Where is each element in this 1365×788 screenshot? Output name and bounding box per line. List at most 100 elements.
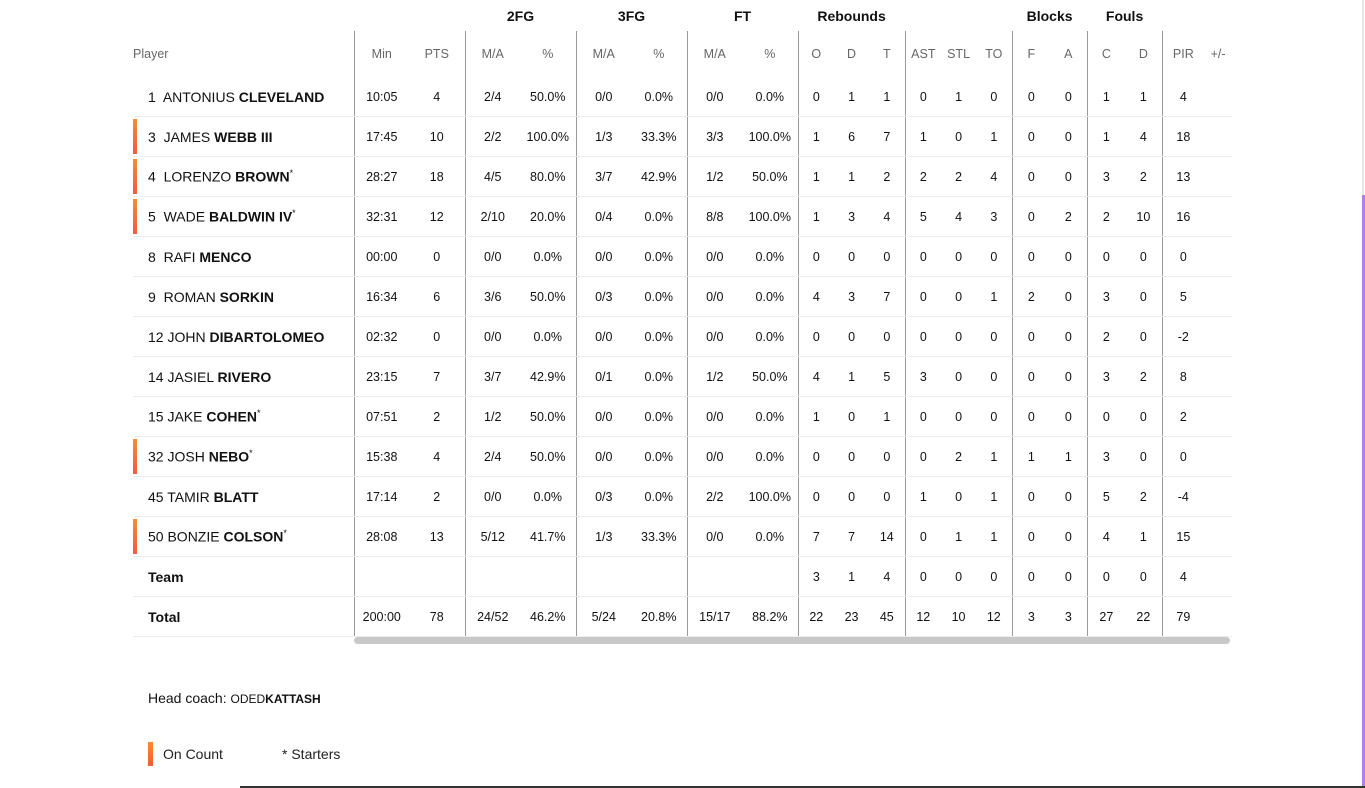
column-header[interactable]: T (882, 47, 891, 61)
stat-cell (1204, 316, 1233, 357)
player-number: 9 (148, 288, 156, 305)
stat-cell: 3 (1086, 436, 1126, 477)
table-row: 12 JOHN DIBARTOLOMEO 02:32 0 0/0 0.0% 0/0 0.0%… (133, 316, 1233, 357)
stat-cell: 1/3 (575, 516, 632, 557)
stat-cell: 1 (976, 276, 1013, 317)
player-cell[interactable]: 12 JOHN DIBARTOLOMEO (133, 316, 354, 357)
player-first-name: BONZIE (167, 528, 220, 545)
column-header[interactable]: M/A (686, 31, 743, 77)
player-cell[interactable]: 3 JAMES WEBB III (133, 116, 354, 157)
group-rebounds: Rebounds (817, 7, 886, 24)
player-last-name: BLATT (213, 488, 259, 505)
column-header[interactable]: M/A (464, 31, 520, 77)
stat-cell: 15 (1161, 516, 1205, 557)
player-number: 4 (148, 168, 156, 185)
player-cell[interactable]: 32 JOSH NEBO* (133, 436, 354, 477)
player-cell[interactable]: 45 TAMIR BLATT (133, 476, 354, 517)
stat-cell: 3 (904, 356, 942, 397)
stat-cell: 10 (941, 596, 977, 637)
stat-cell: 0 (976, 356, 1013, 397)
column-header[interactable]: C (1086, 31, 1126, 77)
stat-cell: 7 (869, 276, 906, 317)
total-label-text: Total (148, 608, 181, 625)
stat-cell: 0.0% (742, 516, 799, 557)
stat-cell: 0 (1050, 116, 1088, 157)
stat-cell: 4 (869, 556, 906, 597)
stat-cell: 7 (409, 356, 465, 397)
stat-cell: 50.0% (742, 156, 799, 197)
stat-cell: 0/0 (575, 396, 632, 437)
player-last-name: MENCO (199, 248, 252, 265)
stat-cell: 18 (1161, 116, 1205, 157)
column-header[interactable]: O (797, 31, 835, 77)
stat-cell: 42.9% (631, 156, 688, 197)
column-header[interactable]: PIR (1161, 31, 1205, 77)
column-header[interactable]: AST (904, 31, 942, 77)
stat-cell: 3 (834, 196, 870, 237)
team-label-text: Team (148, 568, 184, 585)
column-header[interactable]: PTS (424, 47, 449, 61)
table-row: 45 TAMIR BLATT 17:14 2 0/0 0.0% 0/3 0.0% 2/2 100… (133, 476, 1233, 517)
player-cell[interactable]: 14 JASIEL RIVERO (133, 356, 354, 397)
stat-cell: 0 (1011, 476, 1051, 517)
stat-cell: 0 (941, 236, 977, 277)
on-court-marker (133, 199, 137, 234)
player-cell[interactable]: 8 RAFI MENCO (133, 236, 354, 277)
column-header[interactable]: A (1064, 47, 1073, 61)
on-court-marker (133, 519, 137, 554)
stat-cell: 0 (869, 236, 906, 277)
stat-cell: 0 (1050, 476, 1088, 517)
column-header[interactable]: Player (133, 47, 169, 61)
stat-cell (1204, 356, 1233, 397)
column-header[interactable]: TO (985, 47, 1003, 61)
stat-cell: 0/0 (464, 316, 520, 357)
column-header[interactable]: F (1011, 31, 1051, 77)
horizontal-scrollbar[interactable] (354, 637, 1230, 644)
stat-cell: 2/4 (464, 77, 520, 117)
stat-cell: 0/1 (575, 356, 632, 397)
stat-cell: 1 (976, 436, 1013, 477)
total-row: Total 200:00 78 24/52 46.2% 5/24 20.8% 15/17 88.… (133, 596, 1233, 637)
player-cell[interactable]: 9 ROMAN SORKIN (133, 276, 354, 317)
stat-cell: 0.0% (742, 236, 799, 277)
column-header[interactable]: +/- (1210, 47, 1226, 61)
stat-cell: 10 (409, 116, 465, 157)
stat-cell: 0 (941, 396, 977, 437)
stat-cell: 0.0% (520, 476, 577, 517)
stat-cell: 0 (869, 316, 906, 357)
stat-cell: 0 (1050, 156, 1088, 197)
column-header[interactable]: Min (353, 31, 409, 77)
head-coach-first: ODED (230, 692, 266, 706)
stat-cell: 0/0 (575, 236, 632, 277)
stat-cell: 41.7% (520, 516, 577, 557)
stat-cell: 24/52 (464, 596, 520, 637)
column-header[interactable]: % (653, 47, 665, 61)
stat-cell: 2 (869, 156, 906, 197)
head-coach-last: KATTASH (265, 692, 321, 706)
column-header[interactable]: STL (947, 47, 971, 61)
column-header[interactable]: % (542, 47, 554, 61)
stat-cell: 0 (1050, 276, 1088, 317)
player-cell[interactable]: 15 JAKE COHEN* (133, 396, 354, 437)
player-number: 12 (148, 328, 164, 345)
player-number: 14 (148, 368, 164, 385)
stat-cell: 100.0% (742, 116, 799, 157)
player-cell[interactable]: 4 LORENZO BROWN* (133, 156, 354, 197)
column-header[interactable]: D (847, 47, 857, 61)
stat-cell: 0 (1011, 356, 1051, 397)
player-cell[interactable]: 50 BONZIE COLSON* (133, 516, 354, 557)
stat-cell: 0 (834, 436, 870, 477)
player-cell[interactable]: 1 ANTONIUS CLEVELAND (133, 77, 354, 117)
column-header[interactable]: % (764, 47, 776, 61)
player-cell[interactable]: 5 WADE BALDWIN IV* (133, 196, 354, 237)
column-header[interactable]: M/A (575, 31, 632, 77)
stat-cell: 0/0 (575, 316, 632, 357)
stat-cell: 4 (941, 196, 977, 237)
stat-cell: 15:38 (353, 436, 409, 477)
stat-cell: 3 (1086, 276, 1126, 317)
stat-cell: 0.0% (631, 77, 688, 117)
stat-cell: 5 (869, 356, 906, 397)
column-header[interactable]: D (1138, 47, 1148, 61)
stat-cell: 0 (941, 356, 977, 397)
stat-cell: 1 (834, 556, 870, 597)
